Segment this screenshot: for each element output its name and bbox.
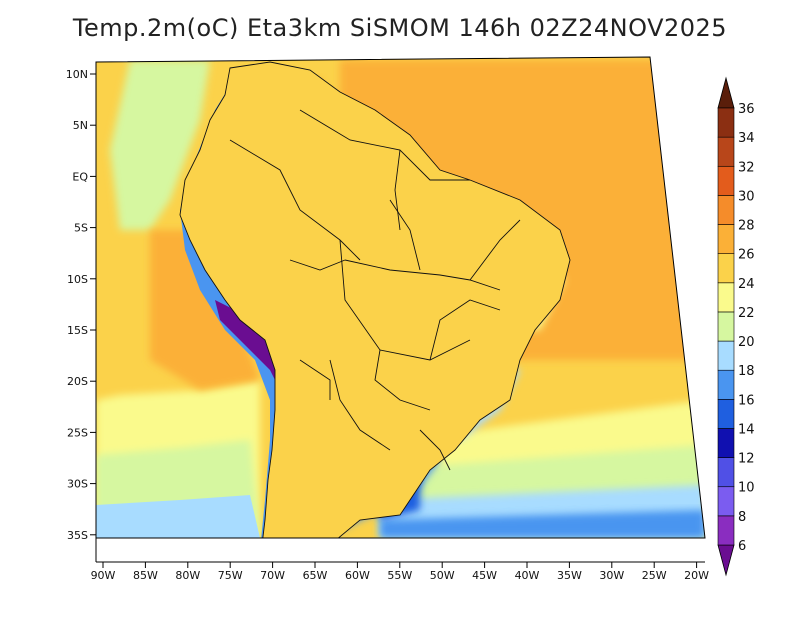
map-title: Temp.2m(oC) Eta3km SiSMOM 146h 02Z24NOV2… [72,14,728,42]
lon-tick-label: 70W [260,569,285,582]
lat-tick-label: 5N [73,119,88,132]
lat-tick-label: EQ [72,170,88,183]
colorbar-segment [717,107,735,138]
lon-tick-label: 25W [642,569,667,582]
lon-tick-label: 50W [430,569,455,582]
colorbar-segment [717,224,735,254]
lat-tick-label: 15S [67,324,88,337]
colorbar-label: 18 [738,364,755,379]
colorbar-label: 34 [738,131,755,146]
colorbar-segment [717,165,735,196]
colorbar-segment [717,457,735,488]
colorbar-segment [717,311,735,342]
lon-tick-label: 65W [303,569,328,582]
lon-tick-label: 60W [345,569,370,582]
colorbar-label: 20 [738,335,755,350]
colorbar-segment [717,282,735,313]
lon-tick-label: 30W [599,569,624,582]
lat-tick-label: 10N [66,68,88,81]
lat-tick-label: 30S [67,478,88,491]
colorbar-label: 26 [738,248,755,263]
lon-tick-label: 75W [218,569,243,582]
colorbar-segment [717,486,735,517]
lon-tick-label: 20W [684,569,709,582]
colorbar-label: 32 [738,160,755,175]
colorbar-label: 16 [738,393,755,408]
colorbar-arrow-bottom [717,544,735,577]
colorbar-label: 6 [738,539,746,554]
lat-tick-label: 5S [74,222,88,235]
colorbar-arrow-top [717,76,735,109]
colorbar-segment [717,136,735,167]
lat-tick-label: 10S [67,273,88,286]
lon-tick-label: 85W [133,569,158,582]
colorbar-segment [717,399,735,429]
lat-tick-label: 20S [67,375,88,388]
country-borders [179,61,571,538]
colorbar-segment [717,428,735,458]
colorbar: 6 8 10 12 14 16 18 20 22 24 26 28 30 32 34 36 [717,76,755,577]
colorbar-label: 14 [738,422,755,437]
lon-tick-label: 80W [175,569,200,582]
lon-tick-label: 35W [557,569,582,582]
colorbar-segment [717,253,735,284]
lon-tick-label: 90W [91,569,116,582]
colorbar-label: 12 [738,452,755,467]
colorbar-label: 8 [738,510,746,525]
lon-tick-label: 45W [472,569,497,582]
lat-tick-label: 25S [67,426,88,439]
lon-tick-label: 55W [387,569,412,582]
lon-tick-label: 40W [515,569,540,582]
colorbar-label: 36 [738,102,755,117]
colorbar-segment [717,195,735,225]
longitude-axis: 90W 85W 80W 75W 70W 65W 60W 55W 50W 45W 40W 35W 30W 2… [91,562,709,582]
colorbar-label: 24 [738,277,755,292]
colorbar-label: 10 [738,481,755,496]
colorbar-label: 30 [738,189,755,204]
colorbar-label: 22 [738,306,755,321]
lat-tick-label: 35S [67,529,88,542]
latitude-axis: 10N 5N EQ 5S 10S 15S 20S 25S 30S 35S [66,68,96,542]
colorbar-segment [717,515,735,546]
colorbar-segment [717,369,735,400]
colorbar-segment [717,340,735,371]
colorbar-label: 28 [738,219,755,234]
